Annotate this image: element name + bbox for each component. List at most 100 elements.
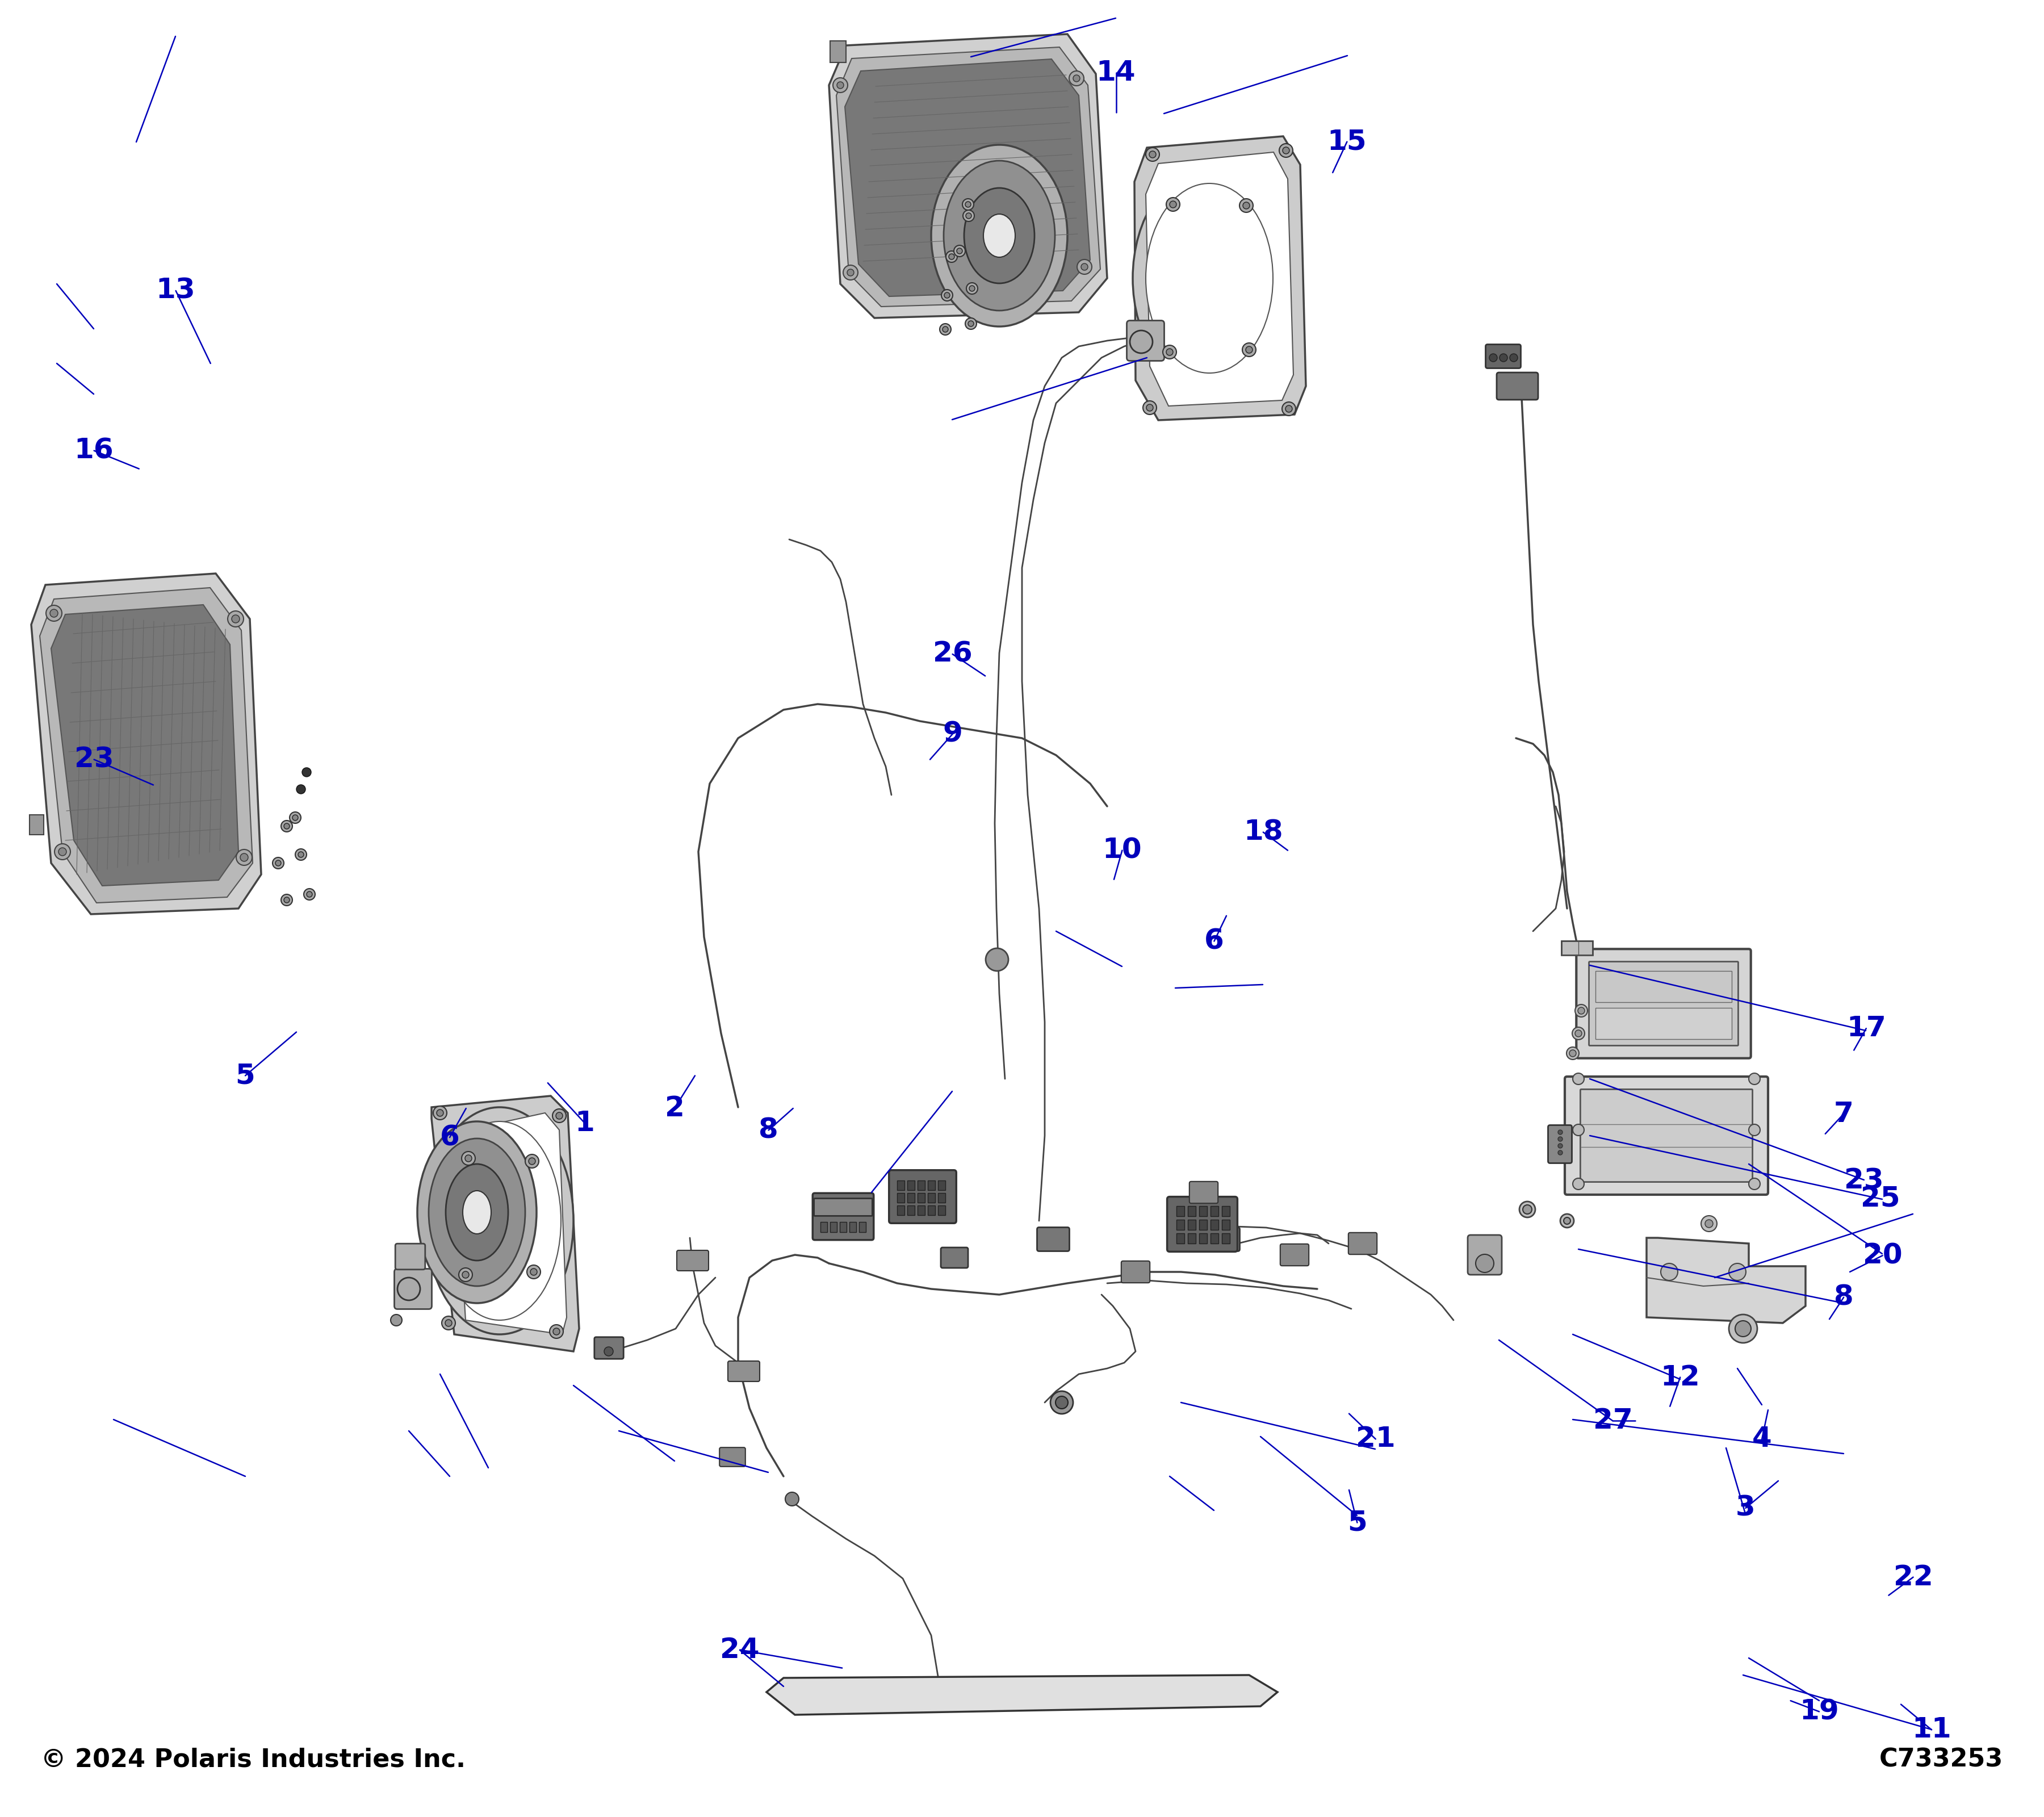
Bar <box>1210 1219 1218 1230</box>
Bar <box>1200 1206 1208 1216</box>
Circle shape <box>462 1272 468 1277</box>
Circle shape <box>969 322 973 327</box>
Text: 19: 19 <box>1799 1697 1840 1724</box>
Polygon shape <box>844 58 1089 296</box>
Bar <box>897 1181 903 1190</box>
Bar <box>1177 1219 1183 1230</box>
Bar <box>820 1221 828 1232</box>
Bar <box>840 1221 846 1232</box>
Circle shape <box>1243 343 1255 356</box>
Circle shape <box>442 1316 456 1330</box>
Circle shape <box>965 318 977 329</box>
Bar <box>918 1181 924 1190</box>
Text: 15: 15 <box>1327 127 1367 154</box>
Circle shape <box>282 821 292 832</box>
Circle shape <box>1735 1321 1752 1337</box>
Bar <box>1562 941 1592 956</box>
Bar <box>908 1181 916 1190</box>
Bar <box>1188 1234 1196 1243</box>
FancyBboxPatch shape <box>814 1194 873 1239</box>
Circle shape <box>1073 74 1079 82</box>
FancyBboxPatch shape <box>1280 1245 1308 1266</box>
Circle shape <box>836 82 844 89</box>
Circle shape <box>1558 1143 1562 1148</box>
Circle shape <box>948 254 955 260</box>
Bar <box>1222 1234 1230 1243</box>
Circle shape <box>554 1328 560 1335</box>
Circle shape <box>1750 1074 1760 1085</box>
Circle shape <box>227 611 243 627</box>
Bar <box>1596 1008 1731 1039</box>
Text: 18: 18 <box>1243 818 1284 845</box>
Bar <box>1210 1206 1218 1216</box>
FancyBboxPatch shape <box>1126 320 1165 362</box>
Circle shape <box>284 898 290 903</box>
Ellipse shape <box>932 145 1067 327</box>
Text: 11: 11 <box>1911 1715 1952 1743</box>
Polygon shape <box>31 574 262 914</box>
Circle shape <box>1570 1050 1576 1057</box>
Ellipse shape <box>417 1121 536 1303</box>
Circle shape <box>59 849 65 856</box>
Bar <box>830 1221 836 1232</box>
Ellipse shape <box>446 1165 509 1261</box>
Polygon shape <box>836 47 1100 307</box>
Circle shape <box>1130 331 1153 352</box>
Ellipse shape <box>944 160 1055 311</box>
Circle shape <box>1245 347 1253 352</box>
FancyBboxPatch shape <box>1036 1226 1069 1252</box>
FancyBboxPatch shape <box>1486 345 1521 369</box>
Text: 24: 24 <box>719 1637 760 1664</box>
Text: 7: 7 <box>1833 1099 1854 1127</box>
Circle shape <box>1069 71 1083 85</box>
Circle shape <box>963 211 975 222</box>
Circle shape <box>955 245 965 256</box>
Circle shape <box>1523 1205 1531 1214</box>
Circle shape <box>433 1107 448 1119</box>
Circle shape <box>466 1156 472 1161</box>
Circle shape <box>294 849 307 859</box>
Circle shape <box>1163 345 1177 360</box>
Text: 2: 2 <box>664 1094 685 1121</box>
Circle shape <box>969 285 975 291</box>
Circle shape <box>1701 1216 1717 1232</box>
Circle shape <box>529 1268 538 1276</box>
Circle shape <box>1286 405 1292 412</box>
FancyBboxPatch shape <box>1566 1076 1768 1196</box>
Bar <box>1188 1219 1196 1230</box>
Circle shape <box>1660 1263 1678 1281</box>
Circle shape <box>458 1268 472 1281</box>
Bar <box>1200 1219 1208 1230</box>
Polygon shape <box>39 587 253 903</box>
FancyBboxPatch shape <box>1576 948 1752 1057</box>
Text: 1: 1 <box>574 1108 595 1137</box>
FancyBboxPatch shape <box>595 1337 623 1359</box>
Circle shape <box>55 843 69 859</box>
Bar <box>1210 1234 1218 1243</box>
Circle shape <box>241 854 247 861</box>
Circle shape <box>552 1108 566 1123</box>
Circle shape <box>290 812 300 823</box>
Bar <box>850 1221 856 1232</box>
Ellipse shape <box>429 1139 525 1286</box>
Text: 6: 6 <box>1204 927 1224 956</box>
FancyBboxPatch shape <box>814 1199 873 1216</box>
Circle shape <box>985 948 1008 970</box>
Bar <box>908 1205 916 1216</box>
Circle shape <box>1169 202 1177 207</box>
Text: 23: 23 <box>1844 1168 1885 1196</box>
Polygon shape <box>431 1096 578 1352</box>
Circle shape <box>1149 151 1157 158</box>
Ellipse shape <box>425 1107 574 1334</box>
Bar <box>830 40 846 62</box>
Circle shape <box>785 1492 799 1506</box>
Circle shape <box>1143 402 1157 414</box>
Text: 8: 8 <box>1833 1283 1854 1312</box>
Circle shape <box>1729 1263 1746 1281</box>
Text: 6: 6 <box>439 1123 460 1152</box>
Bar <box>897 1194 903 1203</box>
Circle shape <box>1558 1130 1562 1134</box>
Circle shape <box>231 614 239 623</box>
Circle shape <box>1558 1137 1562 1141</box>
Circle shape <box>965 202 971 207</box>
